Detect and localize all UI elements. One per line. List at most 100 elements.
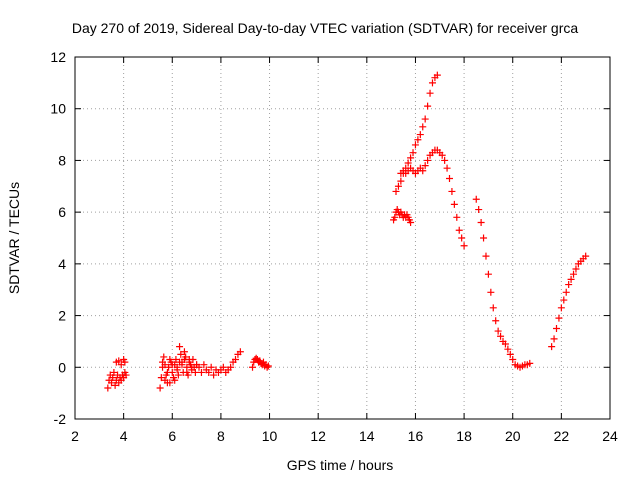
data-point-evening-rising-branch	[392, 187, 400, 195]
data-point-daytime	[193, 361, 201, 369]
data-point-night-decline	[475, 206, 483, 214]
data-point-daytime	[173, 366, 181, 374]
x-tick-label: 6	[168, 428, 176, 444]
data-point-evening-peak-branch	[421, 162, 429, 170]
y-tick-label: 6	[58, 204, 66, 220]
data-point-evening-rising-branch	[433, 71, 441, 79]
plot-frame	[74, 56, 611, 420]
data-point-evening-low-branch	[391, 213, 399, 221]
data-point-late-morning	[252, 354, 260, 362]
y-tick-label: 0	[58, 359, 66, 375]
data-point-daytime	[236, 348, 244, 356]
data-point-evening-rising-branch	[424, 102, 432, 110]
data-point-evening-rising-branch	[428, 79, 436, 87]
data-point-early-morning	[122, 371, 130, 379]
data-point-late-night-rise	[555, 314, 563, 322]
y-tick-label: -2	[54, 411, 67, 427]
data-point-late-morning	[249, 363, 257, 371]
y-tick-label: 12	[50, 49, 66, 65]
data-point-night-decline	[526, 359, 534, 367]
data-point-daytime	[219, 363, 227, 371]
data-point-late-night-rise	[557, 304, 565, 312]
data-point-daytime	[191, 368, 199, 376]
y-tick-label: 2	[58, 308, 66, 324]
data-point-evening-rising-branch	[414, 136, 422, 144]
data-point-evening-rising-branch	[416, 131, 424, 139]
data-point-early-morning	[110, 368, 118, 376]
x-axis-label: GPS time / hours	[287, 457, 394, 473]
data-point-late-night-rise	[567, 275, 575, 283]
data-point-daytime	[172, 356, 180, 364]
data-point-early-morning	[111, 381, 119, 389]
data-point-evening-peak-branch	[460, 242, 468, 250]
data-point-early-morning	[104, 384, 112, 392]
data-point-night-decline	[480, 234, 488, 242]
data-point-daytime	[200, 361, 208, 369]
data-point-evening-rising-branch	[404, 159, 412, 167]
data-point-early-morning	[121, 358, 129, 366]
data-point-night-decline	[472, 195, 480, 203]
data-point-daytime	[176, 343, 184, 351]
x-tick-label: 18	[456, 428, 472, 444]
data-point-night-decline	[484, 270, 492, 278]
data-point-evening-rising-branch	[426, 89, 434, 97]
data-point-daytime	[185, 356, 193, 364]
data-point-evening-rising-branch	[419, 123, 427, 131]
y-tick-label: 8	[58, 152, 66, 168]
y-axis-label: SDTVAR / TECUs	[6, 182, 22, 294]
data-point-evening-rising-branch	[411, 141, 419, 149]
axis-ticks	[74, 56, 611, 420]
data-point-daytime	[174, 371, 182, 379]
x-tick-label: 22	[554, 428, 570, 444]
data-point-evening-peak-branch	[450, 200, 458, 208]
data-point-evening-rising-branch	[394, 182, 402, 190]
data-point-daytime	[161, 376, 169, 384]
data-point-evening-peak-branch	[446, 175, 453, 183]
data-point-daytime	[210, 371, 218, 379]
data-point-late-night-rise	[553, 325, 560, 332]
data-point-evening-peak-branch	[424, 156, 432, 164]
data-point-late-morning	[263, 363, 271, 371]
data-point-daytime	[207, 363, 215, 371]
data-point-evening-peak-branch	[448, 187, 456, 195]
data-point-evening-peak-branch	[443, 164, 451, 172]
data-point-night-decline	[492, 317, 500, 325]
data-point-daytime	[163, 368, 171, 376]
data-point-daytime	[160, 353, 168, 361]
x-tick-label: 2	[71, 428, 79, 444]
data-point-evening-rising-branch	[409, 149, 417, 157]
x-tick-label: 16	[408, 428, 424, 444]
x-tick-label: 10	[262, 428, 278, 444]
data-point-daytime	[166, 379, 174, 387]
data-point-night-decline	[504, 345, 512, 353]
data-point-daytime	[159, 363, 167, 371]
data-points	[104, 71, 590, 392]
data-point-daytime	[227, 363, 235, 371]
data-point-night-decline	[509, 356, 517, 364]
data-point-daytime	[171, 376, 179, 384]
data-point-night-decline	[497, 332, 505, 340]
data-point-late-night-rise	[565, 281, 573, 289]
data-point-daytime	[165, 363, 173, 371]
data-point-evening-rising-branch	[407, 154, 415, 162]
data-point-evening-peak-branch	[458, 234, 466, 242]
data-point-early-morning	[117, 361, 125, 369]
data-point-late-night-rise	[572, 265, 580, 273]
data-point-daytime	[156, 384, 164, 392]
x-tick-label: 24	[602, 428, 618, 444]
y-tick-labels: -2 0 2 4 6 8 10 12	[50, 49, 66, 427]
data-point-night-decline	[482, 252, 490, 260]
chart-title: Day 270 of 2019, Sidereal Day-to-day VTE…	[72, 20, 578, 36]
data-point-evening-peak-branch	[438, 151, 446, 159]
data-point-daytime	[205, 368, 213, 376]
data-point-daytime	[157, 374, 165, 382]
x-tick-label: 20	[505, 428, 521, 444]
data-point-daytime	[232, 356, 239, 364]
data-point-daytime	[180, 348, 188, 356]
data-point-evening-peak-branch	[419, 167, 427, 175]
data-point-late-night-rise	[550, 335, 558, 343]
data-point-evening-peak-branch	[455, 226, 463, 234]
data-point-evening-peak-branch	[441, 156, 449, 164]
data-point-daytime	[182, 353, 190, 361]
